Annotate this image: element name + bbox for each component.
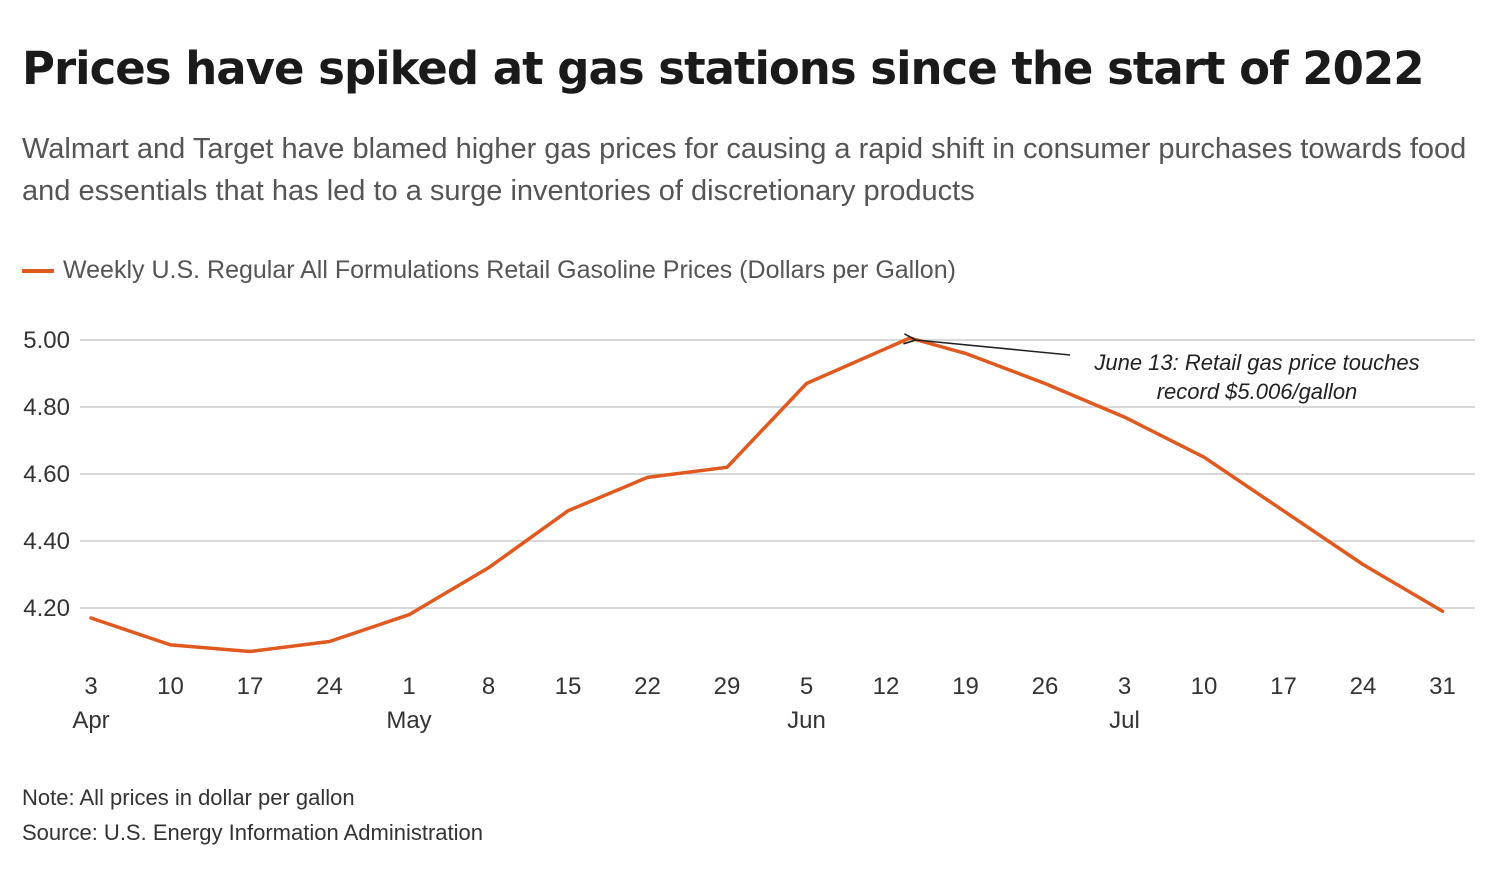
y-tick-label: 4.60 xyxy=(23,461,70,488)
x-tick-label: 10 xyxy=(1191,673,1218,700)
legend: Weekly U.S. Regular All Formulations Ret… xyxy=(22,256,956,285)
x-tick-label: 15 xyxy=(555,673,582,700)
annotation-text-line2: record $5.006/gallon xyxy=(1157,379,1358,404)
y-axis-ticks: 4.20 4.40 4.60 4.80 5.00 xyxy=(23,327,70,622)
x-tick-label: 1 xyxy=(402,673,415,700)
x-tick-label: 17 xyxy=(1270,673,1297,700)
x-tick-label: 3 xyxy=(1118,673,1131,700)
annotation-arrow xyxy=(916,340,1071,356)
series-layer xyxy=(89,336,1445,654)
x-axis-ticks: 3 10 17 24 1 8 15 22 29 5 12 19 26 3 10 17 24 31 Apr May Jun… xyxy=(72,673,1456,734)
y-tick-label: 5.00 xyxy=(23,327,70,354)
chart-subtitle: Walmart and Target have blamed higher ga… xyxy=(22,133,1467,207)
x-tick-label: 24 xyxy=(1350,673,1377,700)
x-tick-label: 19 xyxy=(952,673,979,700)
x-tick-label: 29 xyxy=(714,673,741,700)
x-tick-label: 10 xyxy=(157,673,184,700)
x-tick-label: 17 xyxy=(237,673,264,700)
x-tick-label: 8 xyxy=(482,673,495,700)
x-month-label: Jun xyxy=(787,707,826,734)
x-tick-label: 5 xyxy=(800,673,813,700)
x-tick-label: 31 xyxy=(1429,673,1456,700)
x-month-label: May xyxy=(386,707,431,734)
chart-title: Prices have spiked at gas stations since… xyxy=(22,42,1425,95)
x-tick-label: 3 xyxy=(84,673,97,700)
legend-swatch xyxy=(22,268,54,273)
y-tick-label: 4.40 xyxy=(23,528,70,555)
series-line xyxy=(89,336,1445,654)
x-tick-label: 22 xyxy=(634,673,661,700)
footer-source: Source: U.S. Energy Information Administ… xyxy=(22,820,483,845)
y-tick-label: 4.80 xyxy=(23,394,70,421)
x-tick-label: 26 xyxy=(1032,673,1059,700)
annotation-text-line1: June 13: Retail gas price touches xyxy=(1093,350,1419,375)
x-tick-label: 12 xyxy=(873,673,900,700)
x-month-label: Apr xyxy=(72,707,109,734)
legend-label: Weekly U.S. Regular All Formulations Ret… xyxy=(63,256,956,284)
x-tick-label: 24 xyxy=(316,673,343,700)
x-month-label: Jul xyxy=(1109,707,1140,734)
footer-note: Note: All prices in dollar per gallon xyxy=(22,785,355,810)
annotation: June 13: Retail gas price touches record… xyxy=(916,340,1420,404)
gridlines xyxy=(80,339,1475,609)
y-tick-label: 4.20 xyxy=(23,595,70,622)
